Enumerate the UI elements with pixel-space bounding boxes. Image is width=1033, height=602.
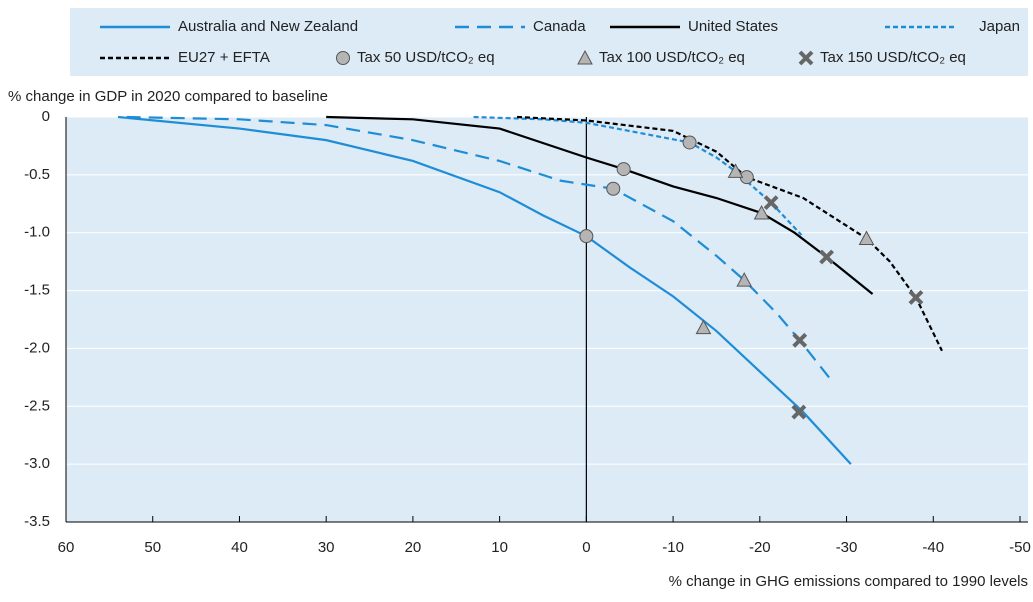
marker-circle <box>682 135 697 150</box>
x-axis-title: % change in GHG emissions compared to 19… <box>669 573 1028 590</box>
marker-cross <box>819 249 835 265</box>
series-line <box>326 115 874 295</box>
y-tick-label: -2.0 <box>24 339 50 356</box>
marker-triangle <box>695 319 712 335</box>
y-tick-label: -3.5 <box>24 513 50 530</box>
y-axis-title: % change in GDP in 2020 compared to base… <box>8 88 328 105</box>
series-line <box>516 115 943 352</box>
x-tick-label: 60 <box>58 539 75 556</box>
y-tick-label: -3.0 <box>24 455 50 472</box>
y-tick-label: 0 <box>42 108 50 125</box>
series-line <box>473 115 803 236</box>
marker-cross <box>791 404 807 420</box>
legend-label: Japan <box>979 18 1020 35</box>
x-tick-label: 30 <box>318 539 335 556</box>
marker-circle <box>579 229 594 244</box>
x-tick-label: -10 <box>662 539 684 556</box>
marker-triangle <box>736 272 753 287</box>
x-tick-label: 20 <box>405 539 422 556</box>
x-tick-label: 0 <box>582 539 590 556</box>
x-tick-label: 50 <box>144 539 161 556</box>
x-tick-label: -20 <box>749 539 771 556</box>
marker-triangle <box>858 230 875 245</box>
y-tick-label: -1.5 <box>24 282 50 299</box>
y-tick-label: -0.5 <box>24 166 50 183</box>
marker-triangle <box>753 204 770 220</box>
legend-label: Tax 100 USD/tCO₂ eq <box>599 49 745 66</box>
legend-label: Tax 150 USD/tCO₂ eq <box>820 49 966 66</box>
y-tick-label: -1.0 <box>24 224 50 241</box>
marker-cross <box>792 332 808 348</box>
x-tick-label: 10 <box>491 539 508 556</box>
marker-circle <box>336 51 350 65</box>
marker-cross <box>763 195 779 211</box>
plot-background <box>66 117 1028 522</box>
legend-label: Australia and New Zealand <box>178 18 358 35</box>
marker-cross <box>798 50 814 66</box>
marker-triangle <box>727 163 744 178</box>
x-tick-label: -40 <box>922 539 944 556</box>
marker-cross <box>908 290 924 305</box>
x-tick-label: -50 <box>1009 539 1031 556</box>
x-tick-label: 40 <box>231 539 248 556</box>
legend-label: United States <box>688 18 778 35</box>
x-tick-label: -30 <box>836 539 858 556</box>
marker-circle <box>606 181 621 196</box>
legend-label: Canada <box>533 18 586 35</box>
marker-triangle <box>577 49 593 65</box>
marker-circle <box>616 162 631 177</box>
legend-background <box>70 8 1028 76</box>
y-tick-label: -2.5 <box>24 397 50 414</box>
legend-label: Tax 50 USD/tCO₂ eq <box>357 49 495 66</box>
legend-label: EU27 + EFTA <box>178 49 270 66</box>
